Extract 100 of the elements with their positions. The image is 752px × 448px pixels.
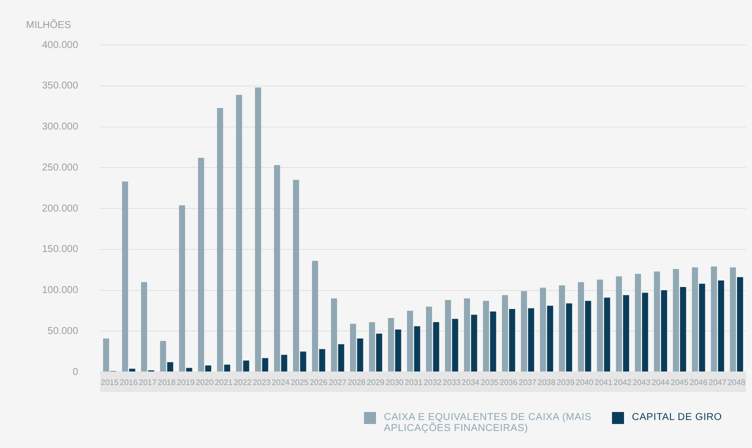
y-tick-label: 200.000 — [42, 203, 79, 214]
bar — [368, 322, 376, 372]
bar — [566, 303, 572, 372]
bar — [558, 285, 566, 372]
bar — [661, 290, 668, 372]
bar — [654, 271, 660, 372]
bar — [312, 260, 318, 372]
x-tick-label: 2030 — [386, 378, 404, 388]
bar — [578, 282, 584, 372]
bar — [357, 338, 364, 372]
bar — [160, 340, 166, 372]
x-tick-label: 2035 — [480, 378, 500, 388]
y-tick-label: 350.000 — [42, 80, 79, 92]
bar — [122, 182, 128, 372]
x-tick-label: 2021 — [214, 378, 234, 388]
bar — [274, 165, 280, 372]
bar — [376, 334, 382, 372]
x-tick-label: 2037 — [518, 378, 537, 388]
x-tick-label: 2042 — [614, 378, 632, 388]
bar — [186, 368, 192, 372]
y-tick-label: 50.000 — [48, 326, 79, 337]
bar — [262, 358, 268, 372]
y-axis-title: MILHÕES — [26, 20, 72, 31]
x-tick-label: 2048 — [728, 378, 746, 388]
bar — [205, 365, 212, 372]
x-tick-label: 2020 — [196, 378, 214, 388]
x-tick-label: 2022 — [234, 378, 252, 388]
y-tick-label: 150.000 — [42, 244, 79, 256]
x-tick-label: 2025 — [290, 378, 310, 388]
bar — [338, 344, 344, 372]
bar — [604, 298, 610, 372]
bar — [444, 300, 452, 372]
x-tick-label: 2044 — [652, 378, 670, 388]
bar — [634, 274, 641, 372]
x-tick-label: 2027 — [328, 378, 348, 388]
bar — [129, 368, 136, 372]
x-tick-label: 2039 — [556, 378, 575, 388]
x-tick-label: 2045 — [670, 378, 689, 388]
x-tick-label: 2036 — [500, 378, 518, 388]
x-tick-label: 2046 — [690, 378, 708, 388]
x-tick-label: 2015 — [100, 378, 120, 388]
bar — [737, 277, 744, 372]
bar — [331, 298, 338, 372]
bar — [680, 286, 686, 372]
x-tick-label: 2019 — [176, 378, 196, 388]
x-tick-label: 2023 — [252, 378, 272, 388]
bar — [414, 326, 420, 372]
bar — [471, 314, 478, 372]
bar — [433, 322, 440, 372]
y-tick-label: 100.000 — [42, 285, 79, 296]
y-tick-label: 300.000 — [42, 122, 79, 132]
x-tick-label: 2017 — [138, 378, 158, 388]
x-tick-label: 2034 — [462, 378, 480, 388]
x-tick-label: 2041 — [594, 378, 613, 388]
bar — [540, 288, 546, 372]
y-tick-label: 0 — [72, 366, 79, 378]
bar — [482, 300, 490, 372]
bar — [452, 318, 458, 372]
bar — [224, 364, 230, 372]
bar — [243, 360, 250, 372]
y-tick-label: 250.000 — [42, 162, 79, 174]
bar — [300, 352, 306, 372]
bar — [616, 276, 622, 372]
bar — [596, 280, 603, 372]
legend-label: CAIXA E EQUIVALENTES DE CAIXA (MAIS APLICAÇÕES FINANCEIRAS) — [384, 412, 593, 434]
x-tick-label: 2024 — [272, 378, 290, 388]
bar — [426, 306, 432, 372]
bar — [642, 292, 648, 372]
bar — [730, 267, 736, 372]
bar — [388, 318, 394, 372]
bar — [509, 309, 516, 372]
x-tick-label: 2047 — [708, 378, 727, 388]
legend-label: CAPITAL DE GIRO — [632, 412, 722, 423]
x-tick-label: 2031 — [404, 378, 424, 388]
bar — [217, 108, 224, 372]
bar — [528, 308, 534, 372]
bar — [198, 158, 204, 372]
bar — [520, 291, 528, 372]
bar — [672, 268, 679, 372]
x-tick-label: 2016 — [120, 378, 138, 388]
bar — [395, 329, 402, 372]
bar — [699, 284, 706, 372]
x-tick-label: 2032 — [424, 378, 442, 388]
bar — [547, 306, 554, 372]
y-tick-label: 400.000 — [42, 40, 79, 51]
x-tick-label: 2026 — [310, 378, 328, 388]
bar — [103, 338, 110, 372]
bar — [236, 94, 242, 372]
bar — [718, 280, 724, 372]
x-tick-label: 2040 — [576, 378, 594, 388]
bar — [406, 310, 414, 372]
bar — [623, 295, 630, 372]
bar — [710, 266, 717, 372]
x-tick-label: 2033 — [442, 378, 462, 388]
bar — [179, 205, 186, 372]
bar — [167, 362, 174, 372]
bar — [281, 354, 288, 372]
x-tick-label: 2038 — [538, 378, 556, 388]
x-tick-label: 2043 — [632, 378, 651, 388]
bar — [350, 324, 356, 372]
